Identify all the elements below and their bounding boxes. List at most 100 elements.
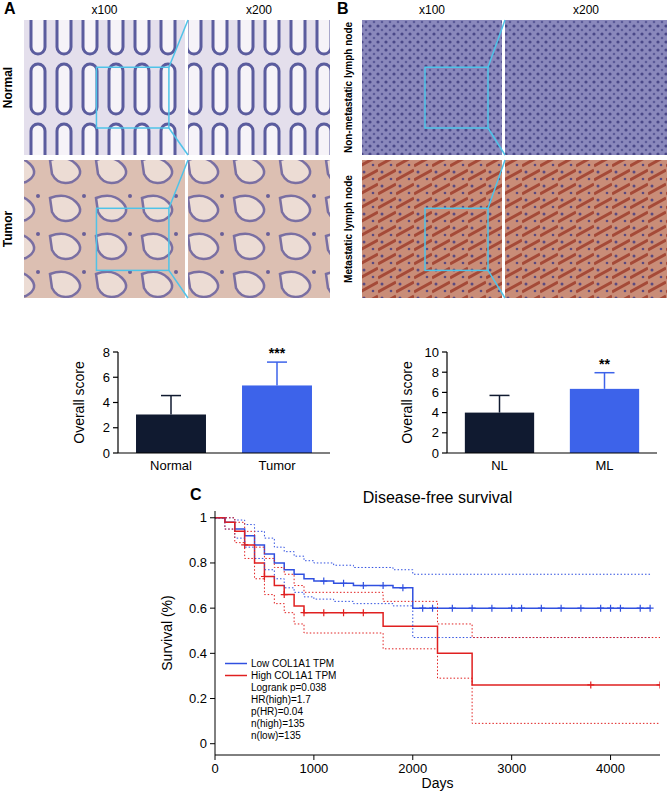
y-axis-label: Overall score bbox=[399, 361, 415, 444]
legend-note: n(high)=135 bbox=[251, 718, 305, 729]
x-axis bbox=[215, 755, 660, 756]
row-label: Tumor bbox=[1, 210, 15, 247]
censor-mark bbox=[508, 605, 515, 612]
censor-mark bbox=[597, 605, 604, 612]
y-tick bbox=[210, 743, 215, 744]
censor-mark bbox=[469, 605, 476, 612]
y-tick bbox=[210, 608, 215, 609]
legend-note: Logrank p=0.038 bbox=[251, 682, 327, 693]
y-tick bbox=[113, 351, 118, 352]
y-tick bbox=[442, 351, 447, 352]
censor-mark bbox=[607, 605, 614, 612]
censor-mark bbox=[518, 605, 525, 612]
figure: x100x200NormalTumorx100x200Non-metastati… bbox=[0, 0, 669, 791]
zoom-box bbox=[96, 67, 168, 128]
row-label: Metastatic lymph node bbox=[343, 175, 354, 283]
legend: Low COL1A1 TPMHigh COL1A1 TPMLogrank p=0… bbox=[225, 658, 336, 741]
censor-mark bbox=[558, 605, 565, 612]
error-cap bbox=[490, 395, 510, 397]
censor-mark bbox=[587, 681, 594, 688]
zoom-line bbox=[488, 128, 505, 155]
legend-swatch bbox=[225, 663, 247, 665]
censor-mark bbox=[617, 605, 624, 612]
zoom-box bbox=[425, 208, 488, 270]
y-tick bbox=[210, 562, 215, 563]
x-tick bbox=[313, 755, 314, 760]
y-tick bbox=[442, 452, 447, 453]
panel-label: C bbox=[190, 486, 202, 503]
censor-mark bbox=[360, 582, 367, 589]
error-cap bbox=[161, 395, 181, 397]
y-tick-label: 0 bbox=[103, 446, 110, 461]
micrograph bbox=[505, 20, 667, 155]
censor-mark bbox=[538, 605, 545, 612]
y-tick-label: 8 bbox=[432, 365, 439, 380]
error-stem bbox=[499, 395, 501, 412]
panel-label: A bbox=[4, 0, 16, 17]
y-tick-label: 0.4 bbox=[189, 646, 207, 661]
error-bar bbox=[161, 396, 181, 415]
y-axis-label: Survival (%) bbox=[159, 595, 175, 670]
micrograph bbox=[362, 20, 502, 155]
y-tick-label: 6 bbox=[103, 370, 110, 385]
y-tick-label: 4 bbox=[432, 405, 439, 420]
y-tick bbox=[442, 392, 447, 393]
censor-mark bbox=[301, 609, 308, 616]
zoom-line bbox=[169, 270, 188, 298]
zoom-line bbox=[488, 270, 505, 298]
plot-marks bbox=[215, 518, 660, 724]
error-bar bbox=[267, 362, 287, 385]
legend-note: HR(high)=1.7 bbox=[251, 694, 311, 705]
category-label: NL bbox=[491, 458, 508, 473]
y-tick-label: 6 bbox=[432, 385, 439, 400]
censor-mark bbox=[577, 605, 584, 612]
significance: ** bbox=[599, 356, 610, 372]
micrograph bbox=[188, 160, 330, 298]
micrograph bbox=[362, 160, 502, 298]
zoom-box bbox=[425, 67, 488, 128]
error-stem bbox=[604, 373, 606, 389]
censor-mark bbox=[380, 582, 387, 589]
zoom-line bbox=[169, 160, 188, 208]
y-tick bbox=[113, 452, 118, 453]
bar bbox=[136, 414, 206, 453]
censor-mark bbox=[429, 605, 436, 612]
x-tick bbox=[610, 755, 611, 760]
micrograph bbox=[24, 160, 185, 298]
zoom-line bbox=[488, 20, 505, 67]
censor-mark bbox=[488, 605, 495, 612]
censor-mark bbox=[657, 681, 661, 688]
y-tick-label: 4 bbox=[103, 395, 110, 410]
y-tick bbox=[442, 412, 447, 413]
y-tick bbox=[210, 698, 215, 699]
column-label: x200 bbox=[573, 3, 599, 17]
zoom-line bbox=[169, 128, 188, 155]
censor-mark bbox=[320, 609, 327, 616]
censor-mark bbox=[360, 609, 367, 616]
censor-mark bbox=[449, 605, 456, 612]
legend-label: High COL1A1 TPM bbox=[251, 670, 336, 681]
y-tick bbox=[210, 517, 215, 518]
x-tick bbox=[412, 755, 413, 760]
y-tick-label: 0.2 bbox=[189, 691, 207, 706]
error-stem bbox=[276, 362, 278, 385]
column-label: x200 bbox=[246, 3, 272, 17]
y-tick-label: 2 bbox=[103, 420, 110, 435]
y-tick bbox=[442, 432, 447, 433]
x-tick-label: 4000 bbox=[596, 761, 625, 776]
confidence-band bbox=[215, 518, 660, 638]
x-axis bbox=[447, 452, 657, 453]
error-cap bbox=[267, 361, 287, 363]
x-tick-label: 0 bbox=[211, 761, 218, 776]
zoom-line bbox=[169, 20, 188, 67]
row-label: Non-metastatic lymph node bbox=[343, 22, 354, 154]
zoom-line bbox=[488, 160, 505, 208]
error-stem bbox=[170, 396, 172, 415]
censor-mark bbox=[647, 605, 654, 612]
y-axis bbox=[215, 511, 216, 755]
error-cap bbox=[595, 372, 615, 374]
y-tick bbox=[113, 377, 118, 378]
micrograph bbox=[24, 20, 185, 155]
category-label: Tumor bbox=[258, 458, 296, 473]
censor-mark bbox=[340, 609, 347, 616]
